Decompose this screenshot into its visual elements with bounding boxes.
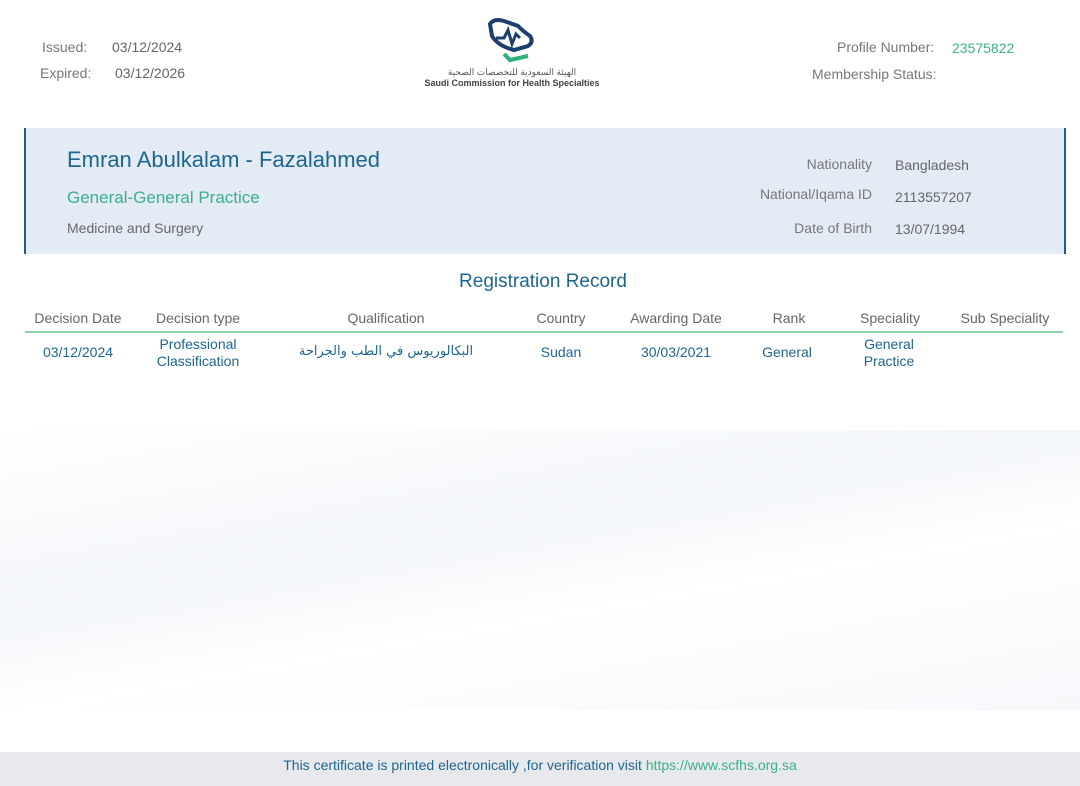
cell-qualification: البكالوريوس في الطب والجراحة: [298, 344, 474, 359]
record-title: Registration Record: [459, 271, 627, 292]
expired-date: 03/12/2026: [115, 65, 186, 81]
person-field: Medicine and Surgery: [67, 220, 204, 236]
person-title: General-General Practice: [67, 188, 260, 207]
logo-english: Saudi Commission for Health Specialties: [424, 78, 600, 88]
id-value: 2113557207: [895, 189, 972, 205]
header-divider: [25, 331, 1063, 333]
logo: الهيئة السعودية للتخصصات الصحية Saudi Co…: [420, 16, 604, 88]
verification-link[interactable]: https://www.scfhs.org.sa: [645, 757, 797, 773]
id-label: National/Iqama ID: [759, 186, 872, 202]
col-sub-speciality: Sub Speciality: [960, 310, 1050, 326]
col-decision-date: Decision Date: [34, 310, 122, 326]
nationality-label: Nationality: [806, 156, 872, 172]
logo-icon: [487, 18, 534, 63]
col-qualification: Qualification: [347, 310, 425, 326]
background-watermark: [0, 430, 1080, 710]
dob-label: Date of Birth: [794, 220, 872, 236]
expired-label: Expired:: [40, 65, 92, 81]
cell-decision-date: 03/12/2024: [42, 344, 114, 360]
dob-value: 13/07/1994: [895, 221, 966, 237]
cell-speciality: General Practice: [863, 336, 915, 369]
cell-awarding-date: 30/03/2021: [640, 344, 712, 360]
issued-label: Issued:: [42, 39, 88, 55]
footer-text: This certificate is printed electronical…: [283, 757, 642, 773]
cell-rank: General: [762, 344, 812, 360]
person-card: [24, 128, 1066, 254]
col-awarding-date: Awarding Date: [630, 310, 722, 326]
membership-label: Membership Status:: [812, 66, 937, 82]
footer: This certificate is printed electronical…: [0, 752, 1080, 786]
col-country: Country: [536, 310, 586, 326]
profile-number: 23575822: [952, 40, 1015, 56]
cell-country: Sudan: [540, 344, 582, 360]
profile-label: Profile Number:: [837, 39, 935, 55]
col-decision-type: Decision type: [155, 310, 241, 326]
col-rank: Rank: [772, 310, 806, 326]
cell-decision-type: Professional Classification: [156, 336, 240, 369]
logo-arabic: الهيئة السعودية للتخصصات الصحية: [447, 67, 577, 77]
nationality: Bangladesh: [895, 157, 969, 173]
person-name: Emran Abulkalam - Fazalahmed: [67, 147, 381, 172]
col-speciality: Speciality: [860, 310, 920, 326]
issued-date: 03/12/2024: [112, 39, 183, 55]
